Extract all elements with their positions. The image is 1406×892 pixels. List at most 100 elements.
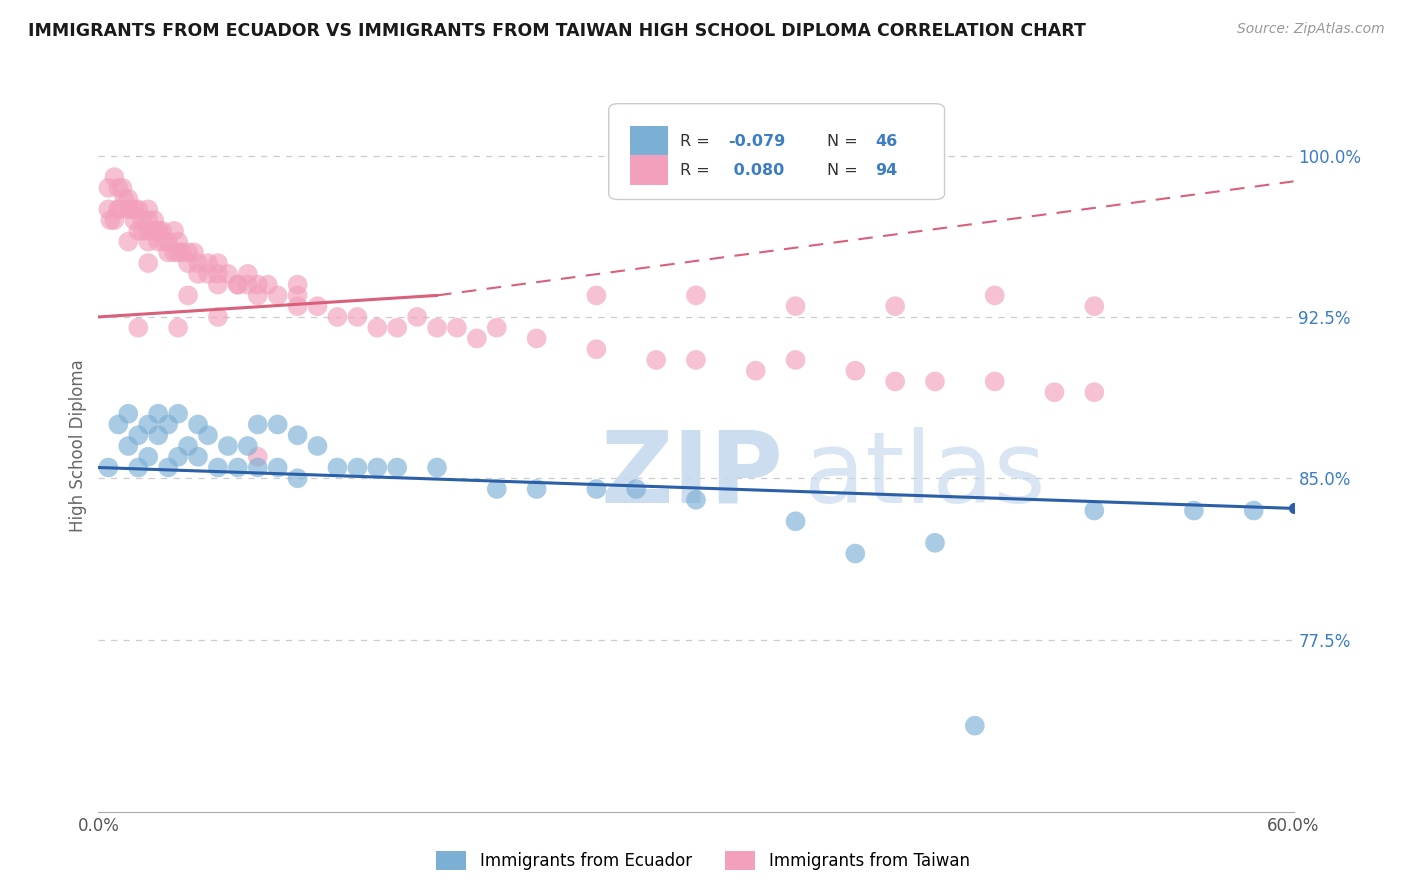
Point bbox=[148, 224, 170, 238]
Point bbox=[163, 245, 186, 260]
Point bbox=[326, 460, 349, 475]
Point bbox=[107, 181, 129, 195]
Point bbox=[183, 245, 205, 260]
Point bbox=[226, 277, 249, 292]
Point bbox=[426, 460, 449, 475]
Point bbox=[267, 288, 290, 302]
Point bbox=[287, 428, 309, 442]
Point bbox=[267, 460, 290, 475]
Point bbox=[963, 719, 986, 733]
Point bbox=[131, 213, 153, 227]
Point bbox=[112, 192, 135, 206]
Point bbox=[287, 471, 309, 485]
Point bbox=[236, 267, 259, 281]
Text: 0.080: 0.080 bbox=[728, 162, 785, 178]
Point bbox=[685, 288, 707, 302]
Point bbox=[187, 256, 209, 270]
Point bbox=[1083, 503, 1105, 517]
Point bbox=[984, 375, 1007, 389]
Point bbox=[984, 288, 1007, 302]
Text: IMMIGRANTS FROM ECUADOR VS IMMIGRANTS FROM TAIWAN HIGH SCHOOL DIPLOMA CORRELATIO: IMMIGRANTS FROM ECUADOR VS IMMIGRANTS FR… bbox=[28, 22, 1085, 40]
Point bbox=[97, 460, 120, 475]
Point bbox=[385, 460, 409, 475]
Point bbox=[924, 536, 946, 550]
Point bbox=[246, 460, 269, 475]
Point bbox=[131, 224, 153, 238]
Point bbox=[157, 460, 180, 475]
Point bbox=[177, 288, 200, 302]
Point bbox=[143, 224, 166, 238]
Point bbox=[287, 277, 309, 292]
Point bbox=[685, 353, 707, 368]
Point bbox=[136, 202, 159, 217]
Point bbox=[485, 320, 508, 334]
Point bbox=[136, 213, 159, 227]
Point bbox=[585, 482, 607, 496]
Point bbox=[103, 170, 125, 185]
Point bbox=[127, 320, 149, 334]
Point bbox=[177, 245, 200, 260]
Point bbox=[884, 375, 907, 389]
Point bbox=[785, 299, 807, 313]
Point bbox=[346, 310, 368, 324]
FancyBboxPatch shape bbox=[609, 103, 945, 200]
Point bbox=[406, 310, 429, 324]
Point bbox=[385, 320, 409, 334]
Point bbox=[98, 213, 122, 227]
Point bbox=[1243, 503, 1265, 517]
Point bbox=[226, 460, 249, 475]
Point bbox=[117, 192, 139, 206]
Point bbox=[187, 267, 209, 281]
Point bbox=[148, 224, 170, 238]
Point bbox=[446, 320, 468, 334]
FancyBboxPatch shape bbox=[630, 154, 668, 186]
Point bbox=[124, 213, 146, 227]
Text: -0.079: -0.079 bbox=[728, 134, 786, 149]
Point bbox=[187, 417, 209, 432]
Point bbox=[197, 256, 219, 270]
Point bbox=[585, 288, 607, 302]
Point bbox=[267, 417, 290, 432]
Point bbox=[136, 256, 159, 270]
Text: N =: N = bbox=[828, 162, 863, 178]
Point bbox=[117, 235, 139, 249]
Point bbox=[626, 482, 648, 496]
Point bbox=[103, 213, 125, 227]
Point bbox=[136, 235, 159, 249]
Point bbox=[366, 460, 388, 475]
Point bbox=[167, 320, 190, 334]
Point bbox=[148, 235, 170, 249]
Point bbox=[143, 213, 166, 227]
Point bbox=[1083, 299, 1105, 313]
Point bbox=[236, 277, 259, 292]
Point bbox=[844, 364, 866, 378]
Point bbox=[207, 256, 229, 270]
Point bbox=[287, 299, 309, 313]
Point bbox=[177, 439, 200, 453]
Point bbox=[153, 235, 176, 249]
Point bbox=[124, 202, 146, 217]
Point bbox=[287, 288, 309, 302]
Point bbox=[465, 331, 488, 345]
Point bbox=[127, 202, 149, 217]
Point bbox=[107, 202, 129, 217]
Text: 94: 94 bbox=[876, 162, 897, 178]
Point bbox=[217, 439, 239, 453]
Point bbox=[167, 407, 190, 421]
Point bbox=[172, 245, 194, 260]
Point bbox=[136, 224, 159, 238]
Point bbox=[117, 407, 139, 421]
Point bbox=[526, 331, 548, 345]
Text: atlas: atlas bbox=[804, 426, 1045, 524]
Point bbox=[585, 342, 607, 356]
Point bbox=[426, 320, 449, 334]
Point bbox=[1043, 385, 1066, 400]
Text: R =: R = bbox=[681, 162, 716, 178]
Point bbox=[217, 267, 239, 281]
FancyBboxPatch shape bbox=[630, 126, 668, 157]
Point bbox=[157, 245, 180, 260]
Text: 46: 46 bbox=[876, 134, 897, 149]
Point bbox=[307, 439, 329, 453]
Point bbox=[645, 353, 668, 368]
Point bbox=[924, 375, 946, 389]
